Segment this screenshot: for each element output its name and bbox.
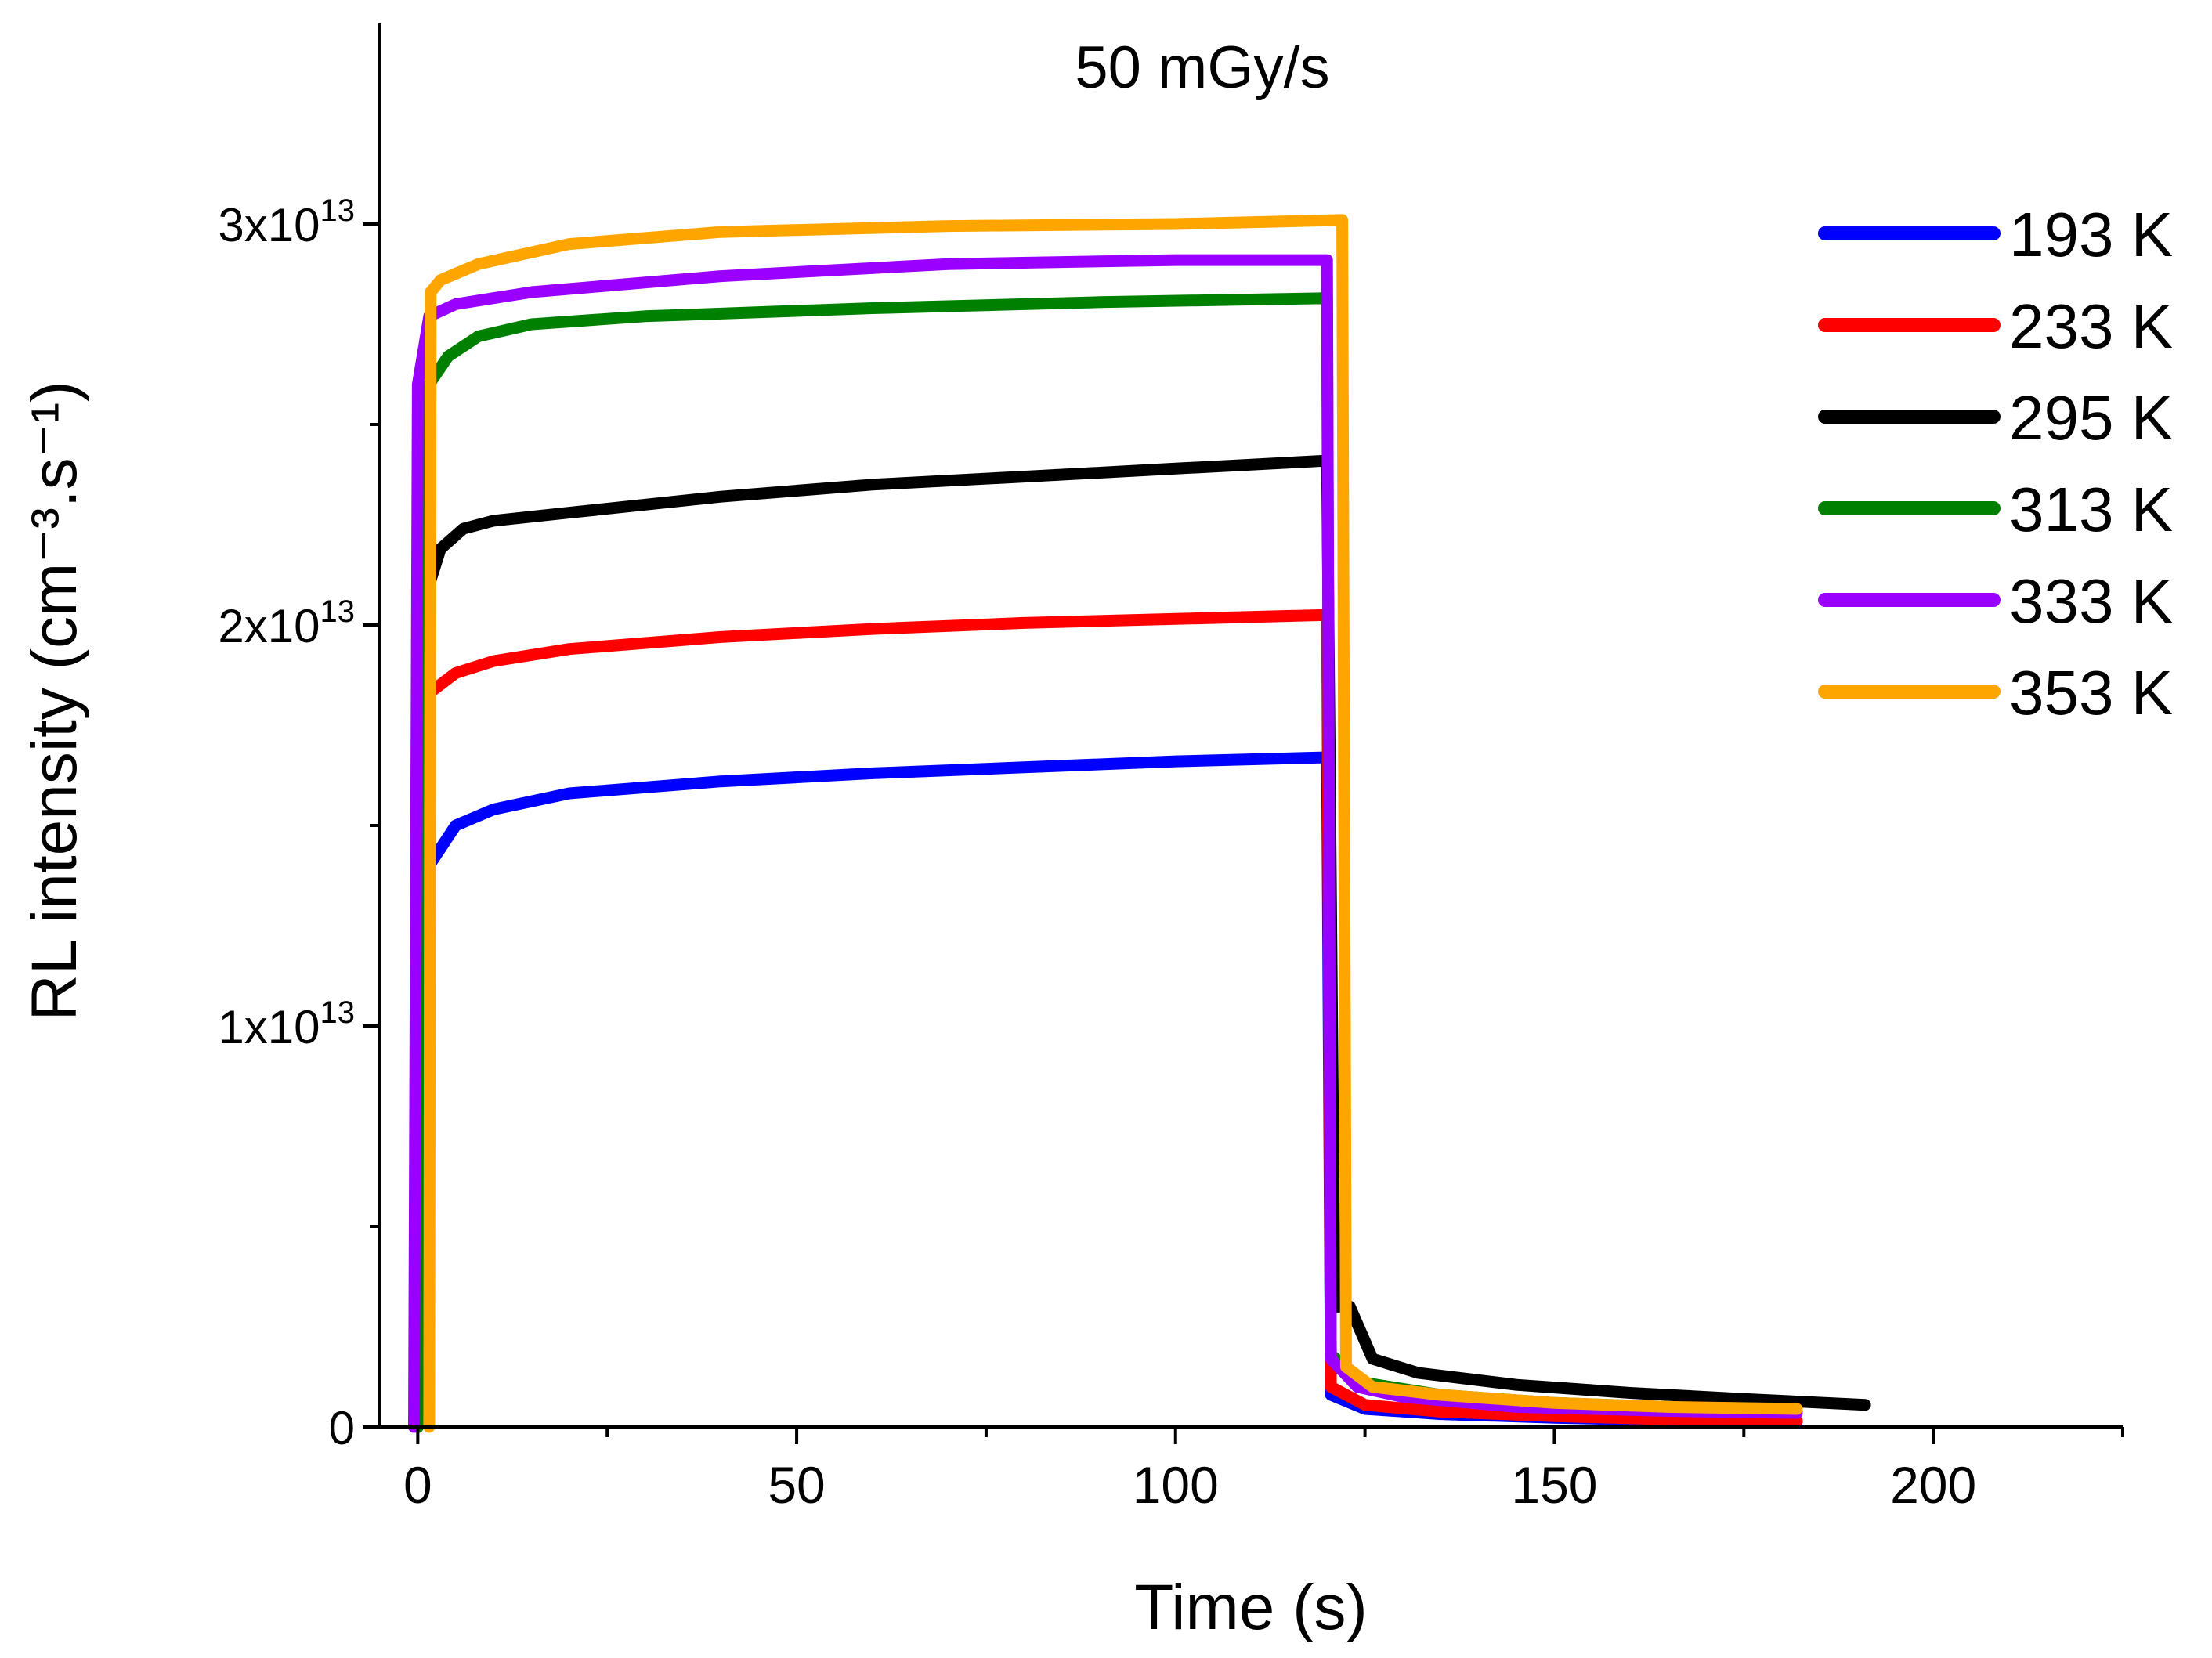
plot-series [408,214,1871,1433]
x-tick-label: 50 [768,1456,825,1514]
series-line-233-k [411,609,1803,1433]
series-line-353-k [423,214,1803,1433]
series-line-193-k [411,751,1803,1433]
legend-label: 295 K [2009,383,2173,453]
y-tick-label: 2x1013 [218,594,355,652]
x-axis-title: Time (s) [1134,1572,1368,1643]
series-line-295-k [411,454,1871,1433]
chart-title: 50 mGy/s [1075,34,1329,101]
y-tick-label: 3x1013 [218,193,355,251]
axes: 0 50 100 150 200 0 1x1013 2x1013 3x1013 [218,23,2124,1514]
x-tick-label: 200 [1890,1456,1976,1514]
legend: 193 K 233 K 295 K 313 K 333 K 353 K [1818,200,2173,728]
x-tick-label: 0 [403,1456,432,1514]
y-tick-label: 0 [329,1402,355,1454]
legend-label: 353 K [2009,658,2173,728]
legend-label: 233 K [2009,291,2173,361]
y-axis-title: RL intensity (cm⁻³.s⁻¹) [19,381,90,1020]
y-tick-label: 1x1013 [218,995,355,1053]
legend-label: 193 K [2009,200,2173,269]
legend-label: 333 K [2009,566,2173,636]
x-tick-label: 150 [1511,1456,1597,1514]
legend-label: 313 K [2009,475,2173,544]
series-line-333-k [408,254,1803,1433]
x-tick-label: 100 [1133,1456,1219,1514]
